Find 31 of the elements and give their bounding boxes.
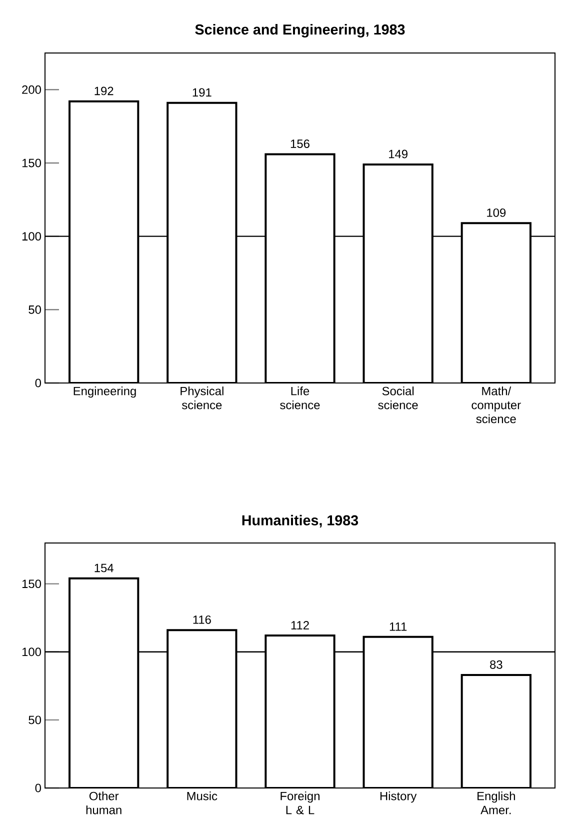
y-tick-label: 150	[22, 580, 42, 588]
y-tick-label: 0	[35, 784, 42, 792]
x-tick-label: Life science	[280, 386, 320, 410]
data-label: 109	[487, 208, 506, 217]
x-tick-label: Social science	[378, 386, 418, 410]
data-label: 149	[389, 150, 408, 158]
y-tick-label: 200	[22, 85, 42, 94]
x-tick-label: Engineering	[74, 386, 136, 398]
x-tick-label: Foreign L & L	[280, 792, 320, 814]
data-label: 192	[94, 86, 114, 96]
y-tick-label: 50	[28, 305, 42, 314]
data-label: 83	[490, 660, 502, 669]
y-tick-label: 100	[22, 648, 42, 656]
data-label: 191	[192, 88, 212, 97]
x-tick-label: Other human	[86, 792, 122, 814]
y-tick-label: 150	[22, 158, 42, 168]
x-tick-label: Physical science	[180, 386, 224, 410]
data-label: 116	[193, 615, 211, 624]
data-label: 154	[94, 564, 114, 572]
chart-title: Humanities, 1983	[242, 514, 358, 528]
chart-title: Science and Engineering, 1983	[195, 24, 405, 38]
x-tick-label: English Amer.	[478, 792, 515, 814]
x-tick-label: History	[380, 792, 417, 803]
data-label: 112	[291, 621, 309, 630]
x-tick-label: Math/ computer science	[472, 386, 521, 424]
y-tick-label: 0	[35, 378, 42, 388]
data-label: 111	[390, 622, 407, 631]
x-tick-label: Music	[187, 792, 218, 800]
data-label: 156	[290, 140, 310, 148]
y-tick-label: 50	[28, 716, 42, 724]
y-tick-label: 100	[22, 232, 42, 241]
